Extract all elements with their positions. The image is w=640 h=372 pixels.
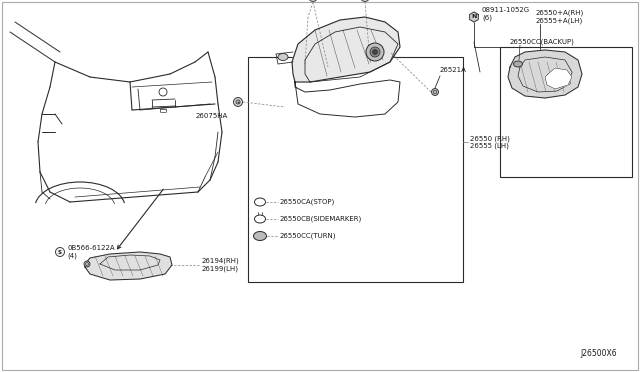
Circle shape [366, 43, 384, 61]
Text: 26075HA: 26075HA [196, 113, 228, 119]
Ellipse shape [255, 198, 266, 206]
Text: 0B566-6122A
(4): 0B566-6122A (4) [67, 245, 115, 259]
Text: 08911-1052G
(6): 08911-1052G (6) [482, 7, 530, 21]
Ellipse shape [255, 215, 266, 223]
Bar [500, 47, 632, 177]
Text: J26500X6: J26500X6 [580, 350, 616, 359]
Text: 26550CA(STOP): 26550CA(STOP) [280, 199, 335, 205]
Text: 26550CB(SIDEMARKER): 26550CB(SIDEMARKER) [280, 216, 362, 222]
Ellipse shape [513, 61, 522, 67]
Circle shape [360, 0, 369, 1]
Circle shape [84, 261, 90, 267]
Polygon shape [470, 12, 478, 22]
Polygon shape [292, 17, 400, 82]
Polygon shape [545, 68, 572, 89]
Circle shape [56, 247, 65, 257]
Text: S: S [58, 250, 62, 254]
Text: 26194(RH)
26199(LH): 26194(RH) 26199(LH) [202, 258, 240, 272]
Circle shape [234, 97, 243, 106]
Circle shape [431, 89, 438, 96]
Text: 26550 (RH)
26555 (LH): 26550 (RH) 26555 (LH) [470, 135, 510, 149]
Text: 26550CC(TURN): 26550CC(TURN) [280, 233, 337, 239]
Ellipse shape [253, 231, 266, 241]
Polygon shape [85, 252, 172, 280]
Text: 26521A: 26521A [440, 67, 467, 73]
Text: 26550CC(BACKUP): 26550CC(BACKUP) [510, 39, 575, 45]
Circle shape [370, 47, 380, 57]
Polygon shape [508, 50, 582, 98]
Ellipse shape [278, 54, 288, 61]
Circle shape [372, 49, 378, 55]
Circle shape [308, 0, 317, 1]
Text: N: N [471, 15, 477, 19]
Text: 26550+A(RH)
26555+A(LH): 26550+A(RH) 26555+A(LH) [536, 10, 584, 24]
Bar [248, 57, 463, 282]
